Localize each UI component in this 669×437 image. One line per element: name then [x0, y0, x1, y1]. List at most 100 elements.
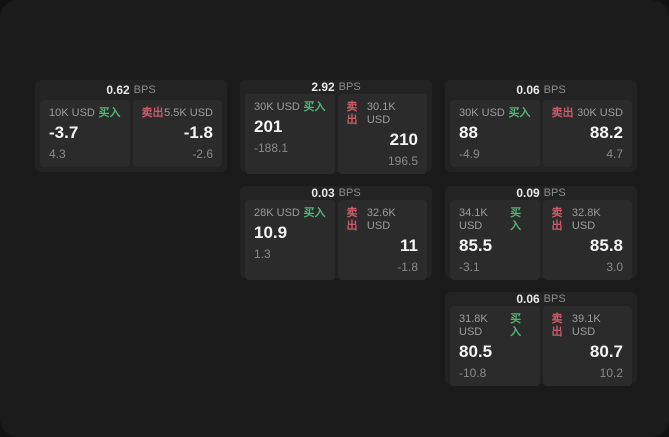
- sell-change: 196.5: [387, 154, 418, 168]
- sell-change: 10.2: [599, 366, 623, 380]
- buy-tile-header: 34.1K USD 买入: [459, 207, 531, 233]
- buy-price: 85.5: [459, 236, 493, 255]
- sell-size-label: 32.8K USD: [571, 207, 601, 232]
- buy-side-label: 买入: [303, 207, 326, 219]
- buy-size-label: 31.8K USD: [459, 313, 488, 338]
- sell-price: -1.8: [183, 123, 213, 142]
- buy-side-label: 买入: [510, 207, 522, 232]
- buy-size-label: 34.1K USD: [459, 207, 488, 232]
- card-body: 28K USD 买入 10.9 1.3 卖出 32.6K USD 11 -1.8: [245, 200, 427, 280]
- sell-side-label: 卖出: [551, 207, 563, 232]
- quote-card: 0.06 BPS 30K USD 买入 88 -4.9 卖出 30K USD 8…: [445, 80, 637, 172]
- buy-tile-header: 30K USD 买入: [459, 107, 531, 120]
- sell-price: 88.2: [589, 123, 623, 142]
- bps-unit-label: BPS: [338, 81, 361, 93]
- sell-size-label: 30K USD: [577, 107, 623, 119]
- sell-size-label: 32.6K USD: [366, 207, 396, 232]
- quote-card: 0.62 BPS 10K USD 买入 -3.7 4.3 卖出 5.5K USD…: [35, 80, 227, 172]
- bps-spread-value: 2.92: [311, 80, 335, 94]
- card-body: 31.8K USD 买入 80.5 -10.8 卖出 39.1K USD 80.…: [450, 306, 632, 386]
- buy-side-label: 买入: [98, 107, 121, 119]
- card-header: 0.06 BPS: [450, 292, 632, 306]
- bps-spread-value: 0.06: [516, 83, 540, 97]
- sell-tile[interactable]: 卖出 32.8K USD 85.8 3.0: [542, 200, 632, 280]
- buy-tile[interactable]: 28K USD 买入 10.9 1.3: [245, 200, 335, 280]
- buy-change: 1.3: [254, 247, 271, 261]
- sell-tile[interactable]: 卖出 30K USD 88.2 4.7: [542, 100, 632, 167]
- card-header: 0.03 BPS: [245, 186, 427, 200]
- bps-spread-value: 0.03: [311, 186, 335, 200]
- sell-price: 11: [400, 236, 418, 255]
- sell-size-label: 39.1K USD: [571, 313, 601, 338]
- sell-side-label: 卖出: [346, 207, 358, 232]
- sell-tile[interactable]: 卖出 39.1K USD 80.7 10.2: [542, 306, 632, 386]
- sell-size-label: 5.5K USD: [164, 107, 213, 119]
- buy-side-label: 买入: [508, 107, 531, 119]
- quote-card: 0.09 BPS 34.1K USD 买入 85.5 -3.1 卖出 32.8K…: [445, 186, 637, 280]
- buy-change: -10.8: [459, 366, 487, 380]
- card-body: 30K USD 买入 201 -188.1 卖出 30.1K USD 210 1…: [245, 94, 427, 174]
- sell-tile-header: 卖出 30K USD: [552, 107, 624, 120]
- quote-cards-grid: 0.62 BPS 10K USD 买入 -3.7 4.3 卖出 5.5K USD…: [35, 80, 637, 386]
- buy-size-label: 30K USD: [459, 107, 505, 119]
- bps-unit-label: BPS: [338, 187, 361, 199]
- buy-tile-header: 30K USD 买入: [254, 101, 326, 114]
- sell-change: 3.0: [606, 260, 623, 274]
- buy-tile-header: 31.8K USD 买入: [459, 313, 531, 339]
- quote-card: 0.03 BPS 28K USD 买入 10.9 1.3 卖出 32.6K US…: [240, 186, 432, 280]
- buy-tile[interactable]: 31.8K USD 买入 80.5 -10.8: [450, 306, 540, 386]
- card-body: 34.1K USD 买入 85.5 -3.1 卖出 32.8K USD 85.8…: [450, 200, 632, 280]
- buy-side-label: 买入: [303, 101, 326, 113]
- buy-tile-header: 10K USD 买入: [49, 107, 121, 120]
- buy-price: 80.5: [459, 342, 493, 361]
- bps-spread-value: 0.62: [106, 83, 130, 97]
- bps-unit-label: BPS: [543, 84, 566, 96]
- sell-side-label: 卖出: [141, 107, 164, 119]
- sell-change: -1.8: [397, 260, 418, 274]
- card-body: 10K USD 买入 -3.7 4.3 卖出 5.5K USD -1.8 -2.…: [40, 100, 222, 167]
- bps-unit-label: BPS: [133, 84, 156, 96]
- card-header: 2.92 BPS: [245, 80, 427, 94]
- sell-tile-header: 卖出 39.1K USD: [552, 313, 624, 339]
- sell-tile[interactable]: 卖出 30.1K USD 210 196.5: [337, 94, 427, 174]
- buy-price: 10.9: [254, 223, 288, 242]
- quote-card: 0.06 BPS 31.8K USD 买入 80.5 -10.8 卖出 39.1…: [445, 292, 637, 386]
- quote-card: 2.92 BPS 30K USD 买入 201 -188.1 卖出 30.1K …: [240, 80, 432, 174]
- buy-change: -188.1: [254, 141, 289, 155]
- sell-side-label: 卖出: [551, 107, 574, 119]
- buy-change: -4.9: [459, 147, 480, 161]
- buy-tile[interactable]: 34.1K USD 买入 85.5 -3.1: [450, 200, 540, 280]
- sell-tile-header: 卖出 32.6K USD: [347, 207, 419, 233]
- sell-size-label: 30.1K USD: [366, 101, 396, 126]
- bps-unit-label: BPS: [543, 293, 566, 305]
- sell-price: 80.7: [589, 342, 623, 361]
- card-header: 0.62 BPS: [40, 80, 222, 100]
- bps-spread-value: 0.09: [516, 186, 540, 200]
- card-header: 0.09 BPS: [450, 186, 632, 200]
- buy-size-label: 28K USD: [254, 207, 300, 219]
- sell-price: 85.8: [589, 236, 623, 255]
- buy-size-label: 30K USD: [254, 101, 300, 113]
- sell-change: -2.6: [192, 147, 213, 161]
- buy-tile-header: 28K USD 买入: [254, 207, 326, 220]
- buy-tile[interactable]: 10K USD 买入 -3.7 4.3: [40, 100, 130, 167]
- buy-tile[interactable]: 30K USD 买入 201 -188.1: [245, 94, 335, 174]
- sell-side-label: 卖出: [346, 101, 358, 126]
- sell-side-label: 卖出: [551, 313, 563, 338]
- sell-tile[interactable]: 卖出 32.6K USD 11 -1.8: [337, 200, 427, 280]
- sell-change: 4.7: [606, 147, 623, 161]
- card-header: 0.06 BPS: [450, 80, 632, 100]
- card-body: 30K USD 买入 88 -4.9 卖出 30K USD 88.2 4.7: [450, 100, 632, 167]
- buy-price: 201: [254, 117, 283, 136]
- buy-change: -3.1: [459, 260, 480, 274]
- buy-tile[interactable]: 30K USD 买入 88 -4.9: [450, 100, 540, 167]
- sell-tile-header: 卖出 30.1K USD: [347, 101, 419, 127]
- buy-side-label: 买入: [510, 313, 522, 338]
- sell-tile-header: 卖出 32.8K USD: [552, 207, 624, 233]
- buy-size-label: 10K USD: [49, 107, 95, 119]
- bps-unit-label: BPS: [543, 187, 566, 199]
- sell-tile-header: 卖出 5.5K USD: [142, 107, 214, 120]
- sell-price: 210: [389, 130, 418, 149]
- sell-tile[interactable]: 卖出 5.5K USD -1.8 -2.6: [132, 100, 222, 167]
